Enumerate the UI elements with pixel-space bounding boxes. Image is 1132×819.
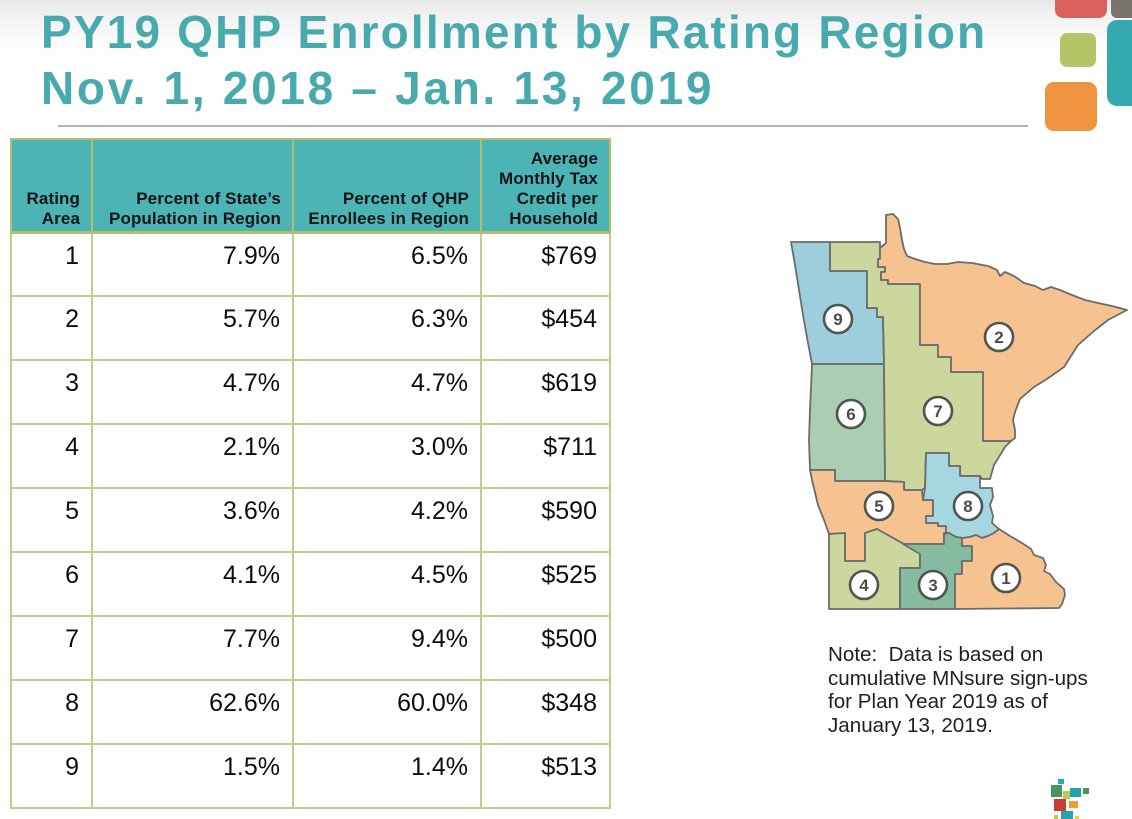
svg-text:5: 5 [874, 497, 883, 516]
svg-text:1: 1 [1001, 569, 1010, 588]
svg-text:6: 6 [846, 405, 855, 424]
svg-text:9: 9 [833, 310, 842, 329]
svg-text:4: 4 [859, 576, 869, 595]
svg-text:2: 2 [994, 328, 1003, 347]
svg-text:3: 3 [928, 576, 937, 595]
svg-text:8: 8 [963, 497, 972, 516]
svg-text:7: 7 [933, 402, 942, 421]
